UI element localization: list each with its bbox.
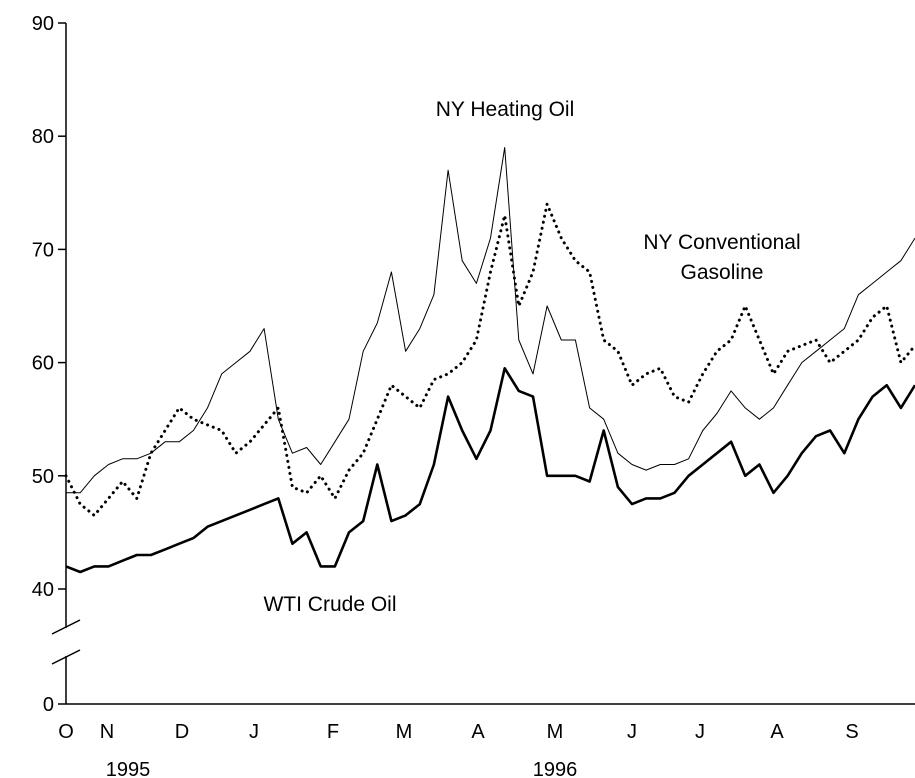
x-tick-label: S [845, 721, 858, 743]
year-label: 1995 [106, 759, 151, 778]
y-tick-label: 80 [32, 126, 54, 148]
x-tick-label: D [175, 721, 189, 743]
data-line [64, 202, 915, 517]
x-tick-label: J [627, 721, 637, 743]
series-label: WTI Crude Oil [263, 593, 397, 616]
year-label: 1996 [533, 759, 578, 778]
x-tick-label: A [770, 721, 784, 743]
y-tick-label: 90 [32, 13, 54, 35]
axis-break [51, 649, 81, 665]
series-label: NY Conventional Gasoline [643, 231, 801, 284]
y-tick-label: 60 [32, 353, 54, 375]
y-tick-label: 50 [32, 466, 54, 488]
y-tick-label: 40 [32, 579, 54, 601]
x-tick-label: F [327, 721, 339, 743]
x-tick-label: N [100, 721, 114, 743]
y-tick-label: 0 [43, 694, 54, 716]
x-tick-label: O [58, 721, 74, 743]
x-tick-label: J [695, 721, 705, 743]
x-tick-label: M [396, 721, 413, 743]
data-line [66, 147, 915, 494]
y-tick-label: 70 [32, 239, 54, 261]
x-tick-label: M [547, 721, 564, 743]
axis-break [51, 619, 81, 635]
series-label: NY Heating Oil [435, 98, 575, 121]
x-tick-label: A [471, 721, 485, 743]
x-tick-label: J [249, 721, 259, 743]
data-line [65, 367, 915, 574]
